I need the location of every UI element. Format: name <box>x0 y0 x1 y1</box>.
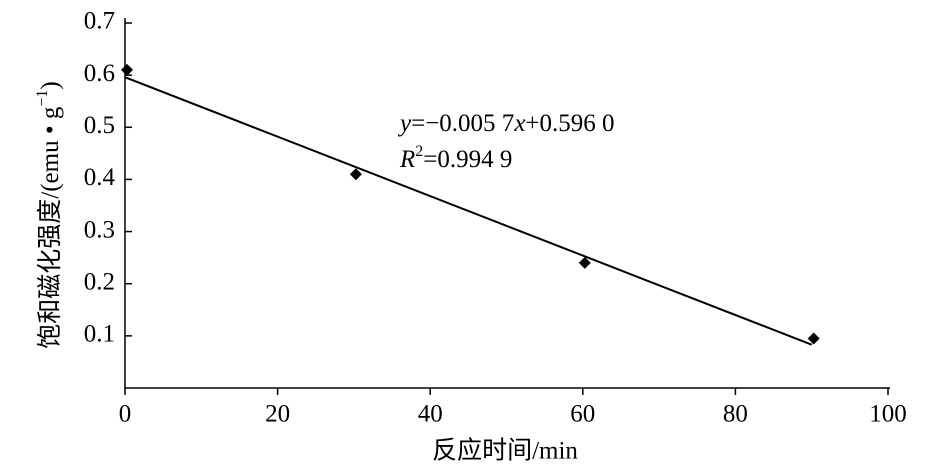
y-tick-label: 0.6 <box>84 60 115 87</box>
y-label-end: ) <box>37 81 64 89</box>
y-tick-label: 0.1 <box>84 321 115 348</box>
equation: y=−0.005 7x+0.596 0 <box>397 110 615 137</box>
fit-line <box>124 76 813 346</box>
x-tick-label: 100 <box>869 401 907 428</box>
y-axis-label: 饱和磁化强度/(emu • g−1) <box>34 81 64 348</box>
data-point <box>807 332 820 345</box>
x-axis-label: 反应时间/min <box>432 437 578 465</box>
r-sup: 2 <box>415 143 423 160</box>
y-label-main: 饱和磁化强度/(emu • g <box>36 106 64 349</box>
y-label-sup: −1 <box>34 90 51 107</box>
r-value: =0.994 9 <box>423 146 512 173</box>
data-point <box>121 63 133 76</box>
data-point <box>578 256 591 269</box>
y-tick-label: 0.4 <box>84 164 116 191</box>
x-tick-label: 20 <box>265 401 290 428</box>
eq-y: y <box>397 110 412 137</box>
x-tick-label: 0 <box>119 401 132 428</box>
eq-part: =−0.005 7 <box>411 110 514 137</box>
y-tick-label: 0.7 <box>84 8 115 35</box>
r-squared: R2=0.994 9 <box>399 143 512 173</box>
x-tick-label: 40 <box>418 401 443 428</box>
r: R <box>399 146 415 173</box>
data-point <box>349 168 362 181</box>
eq-x: x <box>513 110 525 137</box>
y-tick-label: 0.3 <box>84 216 115 243</box>
y-tick-label: 0.2 <box>84 268 115 295</box>
y-tick-label: 0.5 <box>84 112 115 139</box>
eq-part: +0.596 0 <box>525 110 614 137</box>
x-tick-label: 60 <box>570 401 595 428</box>
x-tick-label: 80 <box>723 401 748 428</box>
